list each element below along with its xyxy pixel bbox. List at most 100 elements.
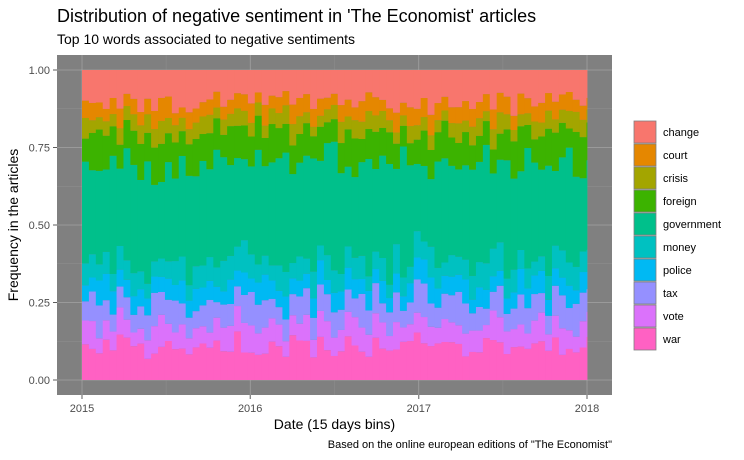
bar-segment-tax <box>489 291 498 311</box>
bar-segment-police <box>482 289 491 309</box>
bar-segment-vote <box>517 324 525 347</box>
bar-segment-vote <box>393 322 401 350</box>
bar-segment-crisis <box>406 126 415 144</box>
x-tick-label: 2017 <box>407 403 431 415</box>
bar-segment-government <box>482 144 491 264</box>
bar-segment-court <box>137 112 145 126</box>
bar-segment-police <box>351 279 359 299</box>
bar-segment-money <box>171 261 180 285</box>
bar-segment-court <box>206 99 214 115</box>
bar-segment-crisis <box>565 110 574 129</box>
bar-segment-change <box>545 70 553 94</box>
bar-segment-government <box>489 173 498 249</box>
bar-segment-foreign <box>434 132 442 162</box>
bar-segment-foreign <box>365 129 373 159</box>
bar-segment-war <box>289 335 297 380</box>
bar-segment-foreign <box>462 132 470 166</box>
bar-segment-government <box>372 168 380 252</box>
bar-segment-change <box>399 70 408 103</box>
bar-segment-war <box>441 342 449 380</box>
bar-segment-crisis <box>586 109 588 123</box>
bar-segment-police <box>137 289 145 307</box>
bar-segment-court <box>247 103 256 123</box>
bar-segment-court <box>282 91 290 106</box>
bar-segment-vote <box>192 328 200 348</box>
bar-segment-police <box>579 272 587 293</box>
bar-segment-change <box>206 70 214 100</box>
bar-segment-government <box>261 166 270 256</box>
bar-segment-foreign <box>158 143 166 182</box>
bar-segment-war <box>88 348 97 380</box>
bar-segment-crisis <box>289 124 297 146</box>
bar-segment-tax <box>82 301 90 321</box>
bar-segment-change <box>82 70 90 101</box>
bar-segment-money <box>441 262 449 276</box>
legend-key-court <box>633 143 657 167</box>
bar-segment-war <box>358 351 366 380</box>
legend-label-tax: tax <box>663 288 678 300</box>
bar-segment-police <box>227 279 235 305</box>
bar-segment-court <box>227 99 235 114</box>
legend-label-crisis: crisis <box>663 173 689 185</box>
bar-segment-police <box>261 274 270 301</box>
bar-segment-tax <box>399 310 408 328</box>
bar-segment-tax <box>379 303 387 323</box>
bar-segment-change <box>448 70 456 108</box>
bar-segment-tax <box>565 308 574 331</box>
bar-segment-court <box>565 92 574 111</box>
bar-segment-tax <box>337 309 346 330</box>
bar-segment-court <box>296 97 304 117</box>
bar-segment-change <box>158 70 166 98</box>
bar-segment-tax <box>330 312 339 338</box>
bar-segment-crisis <box>379 111 387 128</box>
bar-segment-government <box>531 162 539 262</box>
bar-segment-foreign <box>282 123 290 153</box>
legend-key-government <box>633 212 657 236</box>
bar-segment-money <box>503 278 511 299</box>
bar-segment-tax <box>158 292 166 315</box>
bar-segment-government <box>551 170 560 246</box>
bar-segment-crisis <box>102 121 111 136</box>
bar-segment-money <box>316 245 325 261</box>
bar-segment-government <box>393 168 401 245</box>
bar-segment-vote <box>130 332 138 347</box>
bar-segment-government <box>303 155 311 259</box>
bar-segment-foreign <box>130 130 138 165</box>
bar-segment-government <box>206 169 214 258</box>
y-tick-label: 0.00 <box>29 375 50 387</box>
bar-segment-police <box>213 286 221 303</box>
bar-segment-tax <box>448 295 456 323</box>
bar-segment-court <box>261 104 270 126</box>
bar-segment-war <box>510 347 518 380</box>
bar-segment-money <box>220 260 228 292</box>
bar-segment-police <box>151 276 159 293</box>
bar-segment-money <box>379 258 387 281</box>
bar-segment-government <box>524 148 532 269</box>
bar-segment-crisis <box>455 123 463 143</box>
bar-segment-court <box>240 94 249 111</box>
bar-segment-government <box>268 162 276 266</box>
bar-segment-vote <box>420 317 428 344</box>
bar-segment-tax <box>95 305 104 339</box>
bar-segment-court <box>482 94 491 112</box>
bar-segment-change <box>365 70 373 93</box>
bar-segment-foreign <box>275 128 283 159</box>
legend-label-money: money <box>663 242 697 254</box>
bar-segment-police <box>95 280 104 306</box>
bar-segment-vote <box>289 315 297 336</box>
bar-segment-police <box>171 284 180 301</box>
bar-segment-vote <box>462 333 470 357</box>
bar-segment-tax <box>365 310 373 335</box>
bar-segment-tax <box>545 315 553 335</box>
bar-segment-crisis <box>386 120 394 133</box>
bar-segment-war <box>551 337 560 380</box>
bar-segment-police <box>510 292 518 309</box>
bar-segment-government <box>503 160 511 279</box>
bar-segment-change <box>116 70 124 109</box>
bar-segment-war <box>330 355 339 380</box>
bar-segment-police <box>275 290 283 308</box>
bar-segment-change <box>240 70 249 95</box>
bar-segment-war <box>524 348 532 380</box>
bar-segment-vote <box>399 327 408 342</box>
bar-segment-tax <box>102 300 111 321</box>
